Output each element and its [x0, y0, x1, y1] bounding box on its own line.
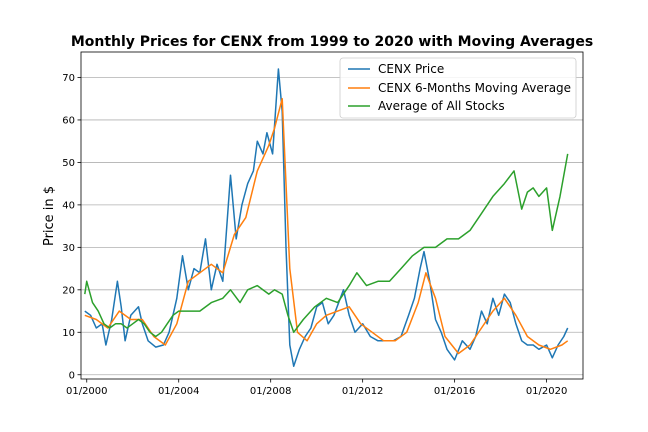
x-tick-label: 01/2004	[158, 386, 200, 397]
y-axis-label: Price in $	[42, 186, 57, 246]
grid	[81, 77, 583, 376]
y-tick-label: 40	[62, 200, 75, 211]
y-tick-label: 50	[62, 158, 75, 169]
legend-label-price: CENX Price	[378, 62, 444, 76]
x-tick-label: 01/2020	[526, 386, 568, 397]
plot-frame	[80, 51, 584, 380]
y-tick-label: 60	[62, 115, 75, 126]
x-tick-label: 01/2008	[250, 386, 292, 397]
y-tick-label: 20	[62, 285, 75, 296]
legend-frame	[339, 57, 577, 119]
legend-label-all: Average of All Stocks	[378, 99, 505, 113]
y-tick-label: 0	[69, 370, 75, 381]
y-tick-label: 10	[62, 328, 75, 339]
x-tick-label: 01/2016	[434, 386, 476, 397]
y-tick-label: 70	[62, 73, 75, 84]
series-layer	[84, 68, 569, 368]
x-tick-label: 01/2000	[66, 386, 108, 397]
x-axis: 01/2000 01/2004 01/2008 01/2012 01/2016 01/20…	[66, 379, 567, 397]
legend-label-ma6: CENX 6-Months Moving Average	[378, 81, 571, 95]
y-tick-label: 30	[62, 243, 75, 254]
series-line-cenx-price	[84, 68, 569, 368]
series-line-cenx-6m-ma	[84, 97, 569, 355]
x-tick-label: 01/2012	[342, 386, 384, 397]
chart-title: Monthly Prices for CENX from 1999 to 202…	[71, 34, 593, 50]
series-line-all-stocks	[84, 153, 569, 338]
y-axis: 0 10 20 30 40 50 60 70	[62, 73, 81, 381]
legend: CENX Price CENX 6-Months Moving Average …	[339, 57, 577, 119]
